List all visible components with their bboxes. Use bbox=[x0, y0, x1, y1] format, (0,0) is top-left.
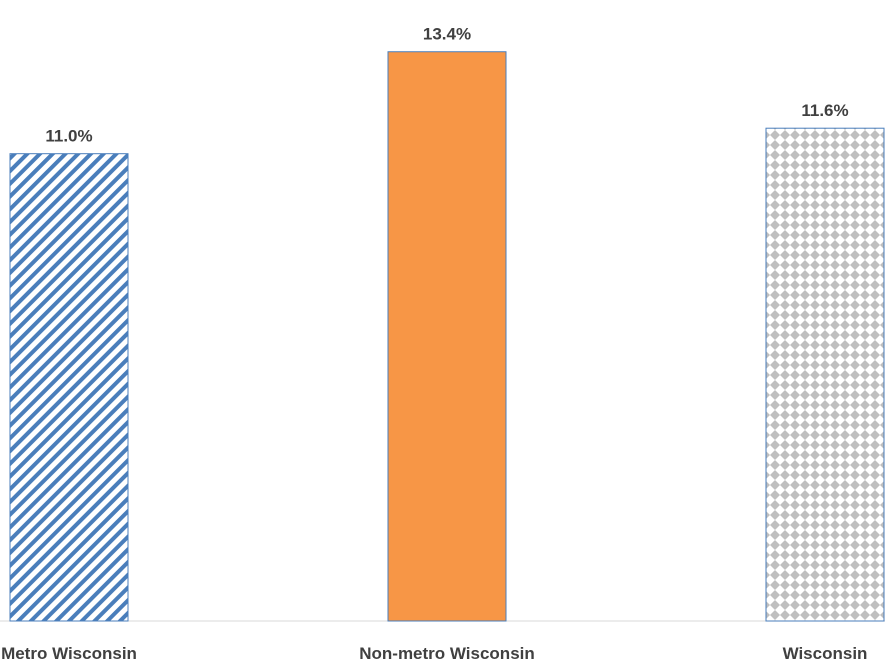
bar-non-metro-wisconsin bbox=[387, 51, 507, 622]
category-label-wisconsin: Wisconsin bbox=[783, 644, 868, 663]
data-labels-group: 11.0% 13.4% 11.6% bbox=[45, 25, 848, 146]
bars-group bbox=[9, 51, 885, 622]
data-label-non-metro-wisconsin: 13.4% bbox=[423, 25, 471, 44]
data-label-wisconsin: 11.6% bbox=[801, 101, 848, 120]
category-label-non-metro-wisconsin: Non-metro Wisconsin bbox=[359, 644, 535, 663]
category-labels-group: Metro Wisconsin Non-metro Wisconsin Wiscon… bbox=[1, 644, 867, 663]
category-label-metro-wisconsin: Metro Wisconsin bbox=[1, 644, 137, 663]
bar-metro-wisconsin bbox=[9, 153, 129, 622]
bar-wisconsin bbox=[765, 127, 885, 622]
data-label-metro-wisconsin: 11.0% bbox=[45, 127, 92, 146]
